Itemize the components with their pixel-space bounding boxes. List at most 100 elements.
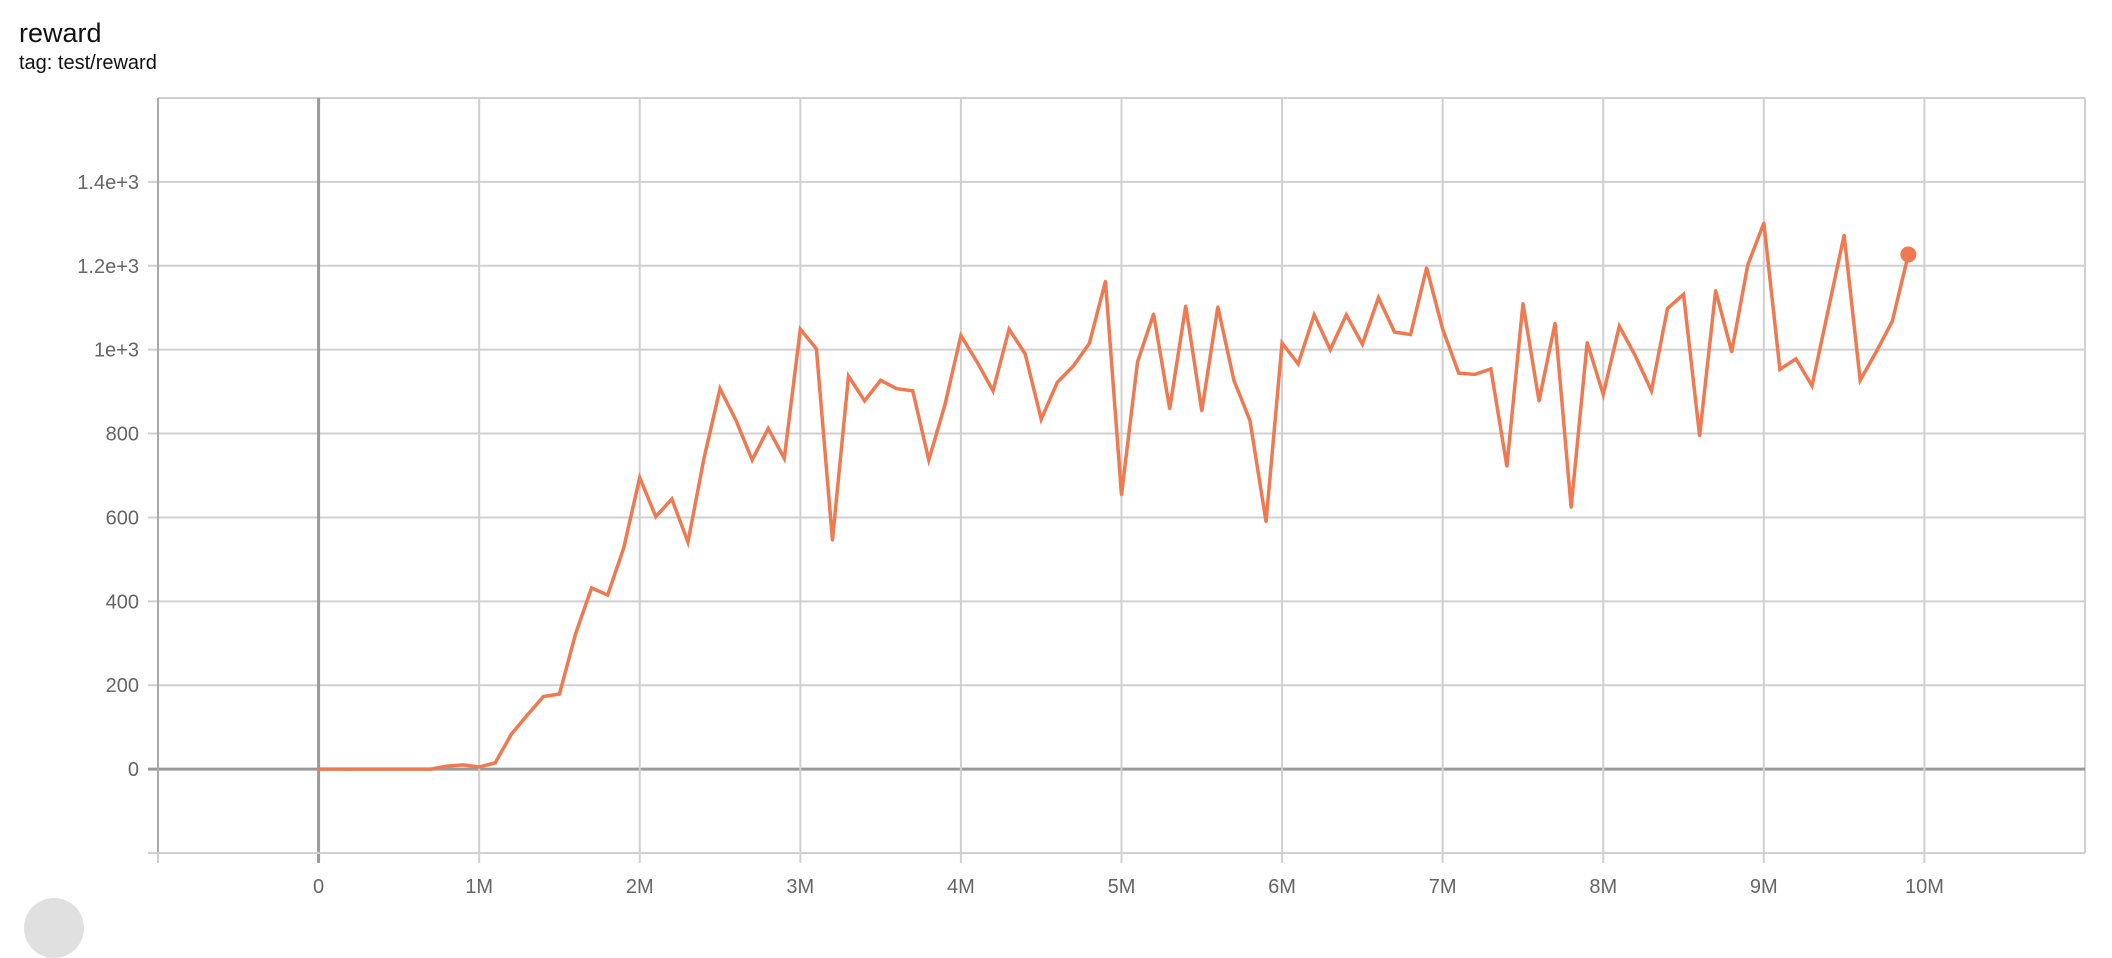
data-point <box>766 427 770 431</box>
x-tick-label: 6M <box>1268 876 1296 898</box>
fab-button[interactable] <box>24 898 84 958</box>
chart-tag: tag: test/reward <box>19 52 157 74</box>
data-point <box>1858 378 1862 382</box>
data-point <box>1874 350 1878 354</box>
data-point <box>1103 279 1107 283</box>
data-point <box>1601 393 1605 397</box>
data-point <box>397 767 401 771</box>
data-point <box>1826 309 1830 313</box>
data-point <box>1441 327 1445 331</box>
data-point <box>1280 341 1284 345</box>
data-point <box>509 732 513 736</box>
data-point <box>1232 378 1236 382</box>
data-point <box>1585 341 1589 345</box>
data-point <box>1200 409 1204 413</box>
data-point <box>1457 371 1461 375</box>
data-point <box>1312 313 1316 317</box>
data-point <box>1168 407 1172 411</box>
y-tick-label: 800 <box>106 424 139 446</box>
data-point <box>349 767 353 771</box>
y-tick-label: 200 <box>106 675 139 697</box>
data-point <box>895 387 899 391</box>
data-point <box>574 632 578 636</box>
data-point <box>943 403 947 407</box>
data-point <box>686 540 690 544</box>
data-point <box>1569 505 1573 509</box>
data-point <box>911 389 915 393</box>
data-point <box>477 765 481 769</box>
data-point <box>493 761 497 765</box>
x-tick-label: 9M <box>1750 876 1778 898</box>
data-point <box>1505 464 1509 468</box>
data-point <box>1794 357 1798 361</box>
data-point <box>1120 493 1123 497</box>
data-point <box>541 695 545 699</box>
data-point <box>975 360 979 364</box>
x-tick-label: 2M <box>626 876 654 898</box>
data-point <box>1617 324 1621 328</box>
data-point <box>1055 380 1059 384</box>
data-point <box>670 497 674 501</box>
data-point <box>333 767 337 771</box>
data-point <box>429 767 433 771</box>
y-tick-label: 600 <box>106 507 139 529</box>
data-point <box>365 767 369 771</box>
data-point <box>1649 389 1653 393</box>
data-point <box>1762 221 1766 225</box>
x-tick-label: 4M <box>947 876 975 898</box>
axes: 0 200 400 600 800 1e+3 1.2e+3 1.4e+3 0 1M 2M 3M 4M 5M… <box>77 98 2085 898</box>
data-point <box>1746 263 1750 267</box>
data-point <box>1007 327 1011 331</box>
x-tick-label: 1M <box>465 876 493 898</box>
reward-chart[interactable]: 0 200 400 600 800 1e+3 1.2e+3 1.4e+3 0 1M 2M 3M 4M 5M… <box>0 0 2112 908</box>
data-point <box>718 387 722 391</box>
data-point <box>1553 321 1557 325</box>
data-point <box>1730 350 1734 354</box>
data-point <box>1392 330 1396 334</box>
last-point-marker[interactable] <box>1900 246 1917 263</box>
data-point <box>1296 362 1300 366</box>
data-point <box>622 546 626 550</box>
data-point <box>1360 342 1364 346</box>
x-tick-label: 7M <box>1429 876 1457 898</box>
data-point <box>606 593 610 597</box>
data-point <box>461 763 465 767</box>
data-point <box>927 458 931 462</box>
y-tick-label: 400 <box>106 591 139 613</box>
x-tick-label: 8M <box>1589 876 1617 898</box>
data-point <box>750 458 754 462</box>
series-layer <box>317 221 1917 771</box>
data-point <box>1071 364 1075 368</box>
data-point <box>445 764 449 768</box>
data-point <box>1152 312 1156 316</box>
y-tick-label: 1.2e+3 <box>77 256 139 278</box>
data-point <box>1328 348 1332 352</box>
data-point <box>863 399 867 403</box>
data-point <box>1489 367 1493 371</box>
series-line <box>318 222 1911 771</box>
data-point <box>1714 289 1718 293</box>
data-point <box>525 713 529 717</box>
chart-title: reward <box>19 18 102 48</box>
data-point <box>814 347 818 351</box>
data-point <box>879 378 883 382</box>
data-point <box>1890 319 1894 323</box>
data-point <box>1344 313 1348 317</box>
data-point <box>847 374 851 378</box>
data-point <box>1778 367 1782 371</box>
data-point <box>1136 360 1140 364</box>
data-point <box>1633 354 1637 358</box>
data-point <box>734 419 738 423</box>
data-point <box>1473 372 1477 376</box>
data-point <box>830 538 834 542</box>
data-point <box>1682 292 1686 296</box>
data-point <box>1184 304 1188 308</box>
data-point <box>1376 296 1380 300</box>
data-point <box>557 692 561 696</box>
data-point <box>381 767 385 771</box>
data-point <box>590 586 594 590</box>
y-tick-label: 1.4e+3 <box>77 172 139 194</box>
data-point <box>782 456 786 460</box>
data-point <box>638 476 642 480</box>
data-point <box>959 333 963 337</box>
